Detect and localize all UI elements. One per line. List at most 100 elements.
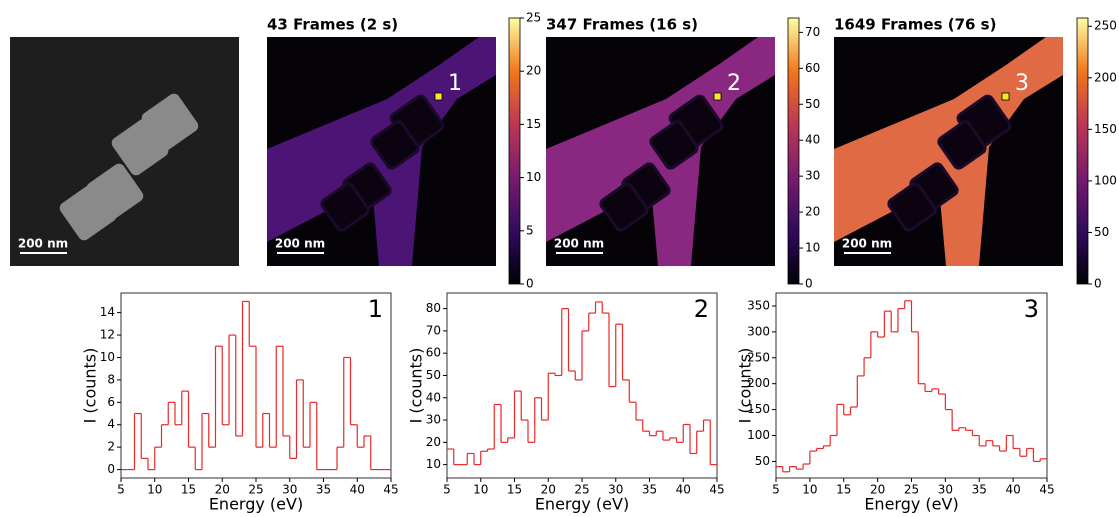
y-tick-label: 300 (747, 324, 770, 338)
marker (434, 92, 443, 101)
particle (937, 120, 987, 170)
colorbar-tick-label: 25 (526, 11, 541, 25)
colorbar-tick-label: 30 (805, 169, 820, 183)
colorbar-tick-label: 20 (526, 64, 541, 78)
y-axis-label: I (counts) (81, 348, 100, 424)
colorbar-tick-label: 10 (526, 170, 541, 184)
panel-label: 1 (368, 295, 383, 323)
image: 3 1649 Frames (76 s) 200 nm (834, 16, 1063, 266)
colorbar (508, 17, 521, 285)
marker (1001, 92, 1010, 101)
colorbar-tick-label: 0 (1094, 277, 1102, 291)
y-axis-label: I (counts) (407, 348, 426, 424)
colorbar-tick-label: 40 (805, 133, 820, 147)
y-tick-label: 2 (107, 440, 115, 454)
image-title: 1649 Frames (76 s) (834, 16, 996, 34)
x-tick-label: 5 (772, 483, 780, 497)
colorbar-tick-label: 15 (526, 117, 541, 131)
scale-bar-label: 200 nm (554, 237, 604, 251)
y-axis-label: I (counts) (736, 348, 755, 424)
marker-label: 3 (1015, 71, 1029, 96)
image: 1 43 Frames (2 s) 200 nm (267, 16, 496, 266)
image-title: 43 Frames (2 s) (267, 16, 398, 34)
x-tick-label: 40 (676, 483, 691, 497)
particle (141, 93, 199, 151)
y-tick-label: 30 (426, 413, 441, 427)
y-tick-label: 0 (107, 462, 115, 476)
x-tick-label: 5 (117, 483, 125, 497)
panel-label: 3 (1024, 295, 1039, 323)
x-tick-label: 30 (938, 483, 953, 497)
particle (599, 182, 649, 232)
y-tick-label: 100 (747, 428, 770, 442)
x-tick-label: 15 (507, 483, 522, 497)
x-tick-label: 45 (383, 483, 398, 497)
x-tick-label: 35 (972, 483, 987, 497)
x-axis-label: Energy (eV) (864, 495, 958, 514)
scale-bar-label: 200 nm (842, 237, 892, 251)
y-tick-label: 4 (107, 417, 115, 431)
particle (320, 182, 370, 232)
colorbar-tick-label: 150 (1094, 122, 1117, 136)
y-tick-label: 70 (426, 323, 441, 337)
panel-label: 2 (694, 295, 709, 323)
y-tick-label: 60 (426, 346, 441, 360)
colorbar-tick-label: 0 (805, 277, 813, 291)
colorbar-tick-label: 250 (1094, 19, 1117, 33)
x-axis-label: Energy (eV) (209, 495, 303, 514)
x-tick-label: 25 (904, 483, 919, 497)
x-tick-label: 10 (473, 483, 488, 497)
y-tick-label: 6 (107, 395, 115, 409)
y-tick-label: 150 (747, 402, 770, 416)
colorbar (787, 17, 800, 285)
x-tick-label: 45 (709, 483, 724, 497)
x-tick-label: 20 (870, 483, 885, 497)
y-tick-label: 350 (747, 298, 770, 312)
marker-label: 1 (448, 71, 462, 96)
x-tick-label: 25 (574, 483, 589, 497)
y-tick-label: 12 (100, 328, 115, 342)
x-tick-label: 30 (282, 483, 297, 497)
x-tick-label: 10 (802, 483, 817, 497)
x-tick-label: 15 (181, 483, 196, 497)
x-axis-label: Energy (eV) (535, 495, 629, 514)
y-tick-label: 8 (107, 372, 115, 386)
particle (887, 182, 937, 232)
x-tick-label: 20 (541, 483, 556, 497)
y-tick-label: 10 (426, 457, 441, 471)
x-tick-label: 40 (1005, 483, 1020, 497)
colorbar-tick-label: 0 (526, 277, 534, 291)
x-tick-label: 30 (608, 483, 623, 497)
y-tick-label: 250 (747, 350, 770, 364)
y-tick-label: 50 (755, 454, 770, 468)
x-tick-label: 15 (836, 483, 851, 497)
scale-bar-label: 200 nm (18, 237, 68, 251)
colorbar-tick-label: 200 (1094, 70, 1117, 84)
x-tick-label: 20 (215, 483, 230, 497)
x-tick-label: 35 (316, 483, 331, 497)
marker (713, 92, 722, 101)
marker-label: 2 (727, 71, 741, 96)
image-title: 347 Frames (16 s) (546, 16, 698, 34)
colorbar-tick-label: 50 (805, 97, 820, 111)
colorbar-tick-label: 50 (1094, 225, 1109, 239)
image: 200 nm (10, 37, 239, 266)
x-tick-label: 25 (248, 483, 263, 497)
x-tick-label: 40 (350, 483, 365, 497)
colorbar-tick-label: 20 (805, 205, 820, 219)
y-tick-label: 40 (426, 390, 441, 404)
x-tick-label: 5 (443, 483, 451, 497)
colorbar-tick-label: 60 (805, 61, 820, 75)
y-tick-label: 14 (100, 305, 115, 319)
colorbar-tick-label: 10 (805, 241, 820, 255)
y-tick-label: 10 (100, 350, 115, 364)
y-tick-label: 80 (426, 301, 441, 315)
x-tick-label: 45 (1039, 483, 1054, 497)
colorbar-tick-label: 100 (1094, 173, 1117, 187)
particle (649, 120, 699, 170)
y-tick-label: 200 (747, 376, 770, 390)
image: 2 347 Frames (16 s) 200 nm (546, 16, 775, 266)
particle (59, 183, 117, 241)
colorbar-tick-label: 5 (526, 223, 534, 237)
